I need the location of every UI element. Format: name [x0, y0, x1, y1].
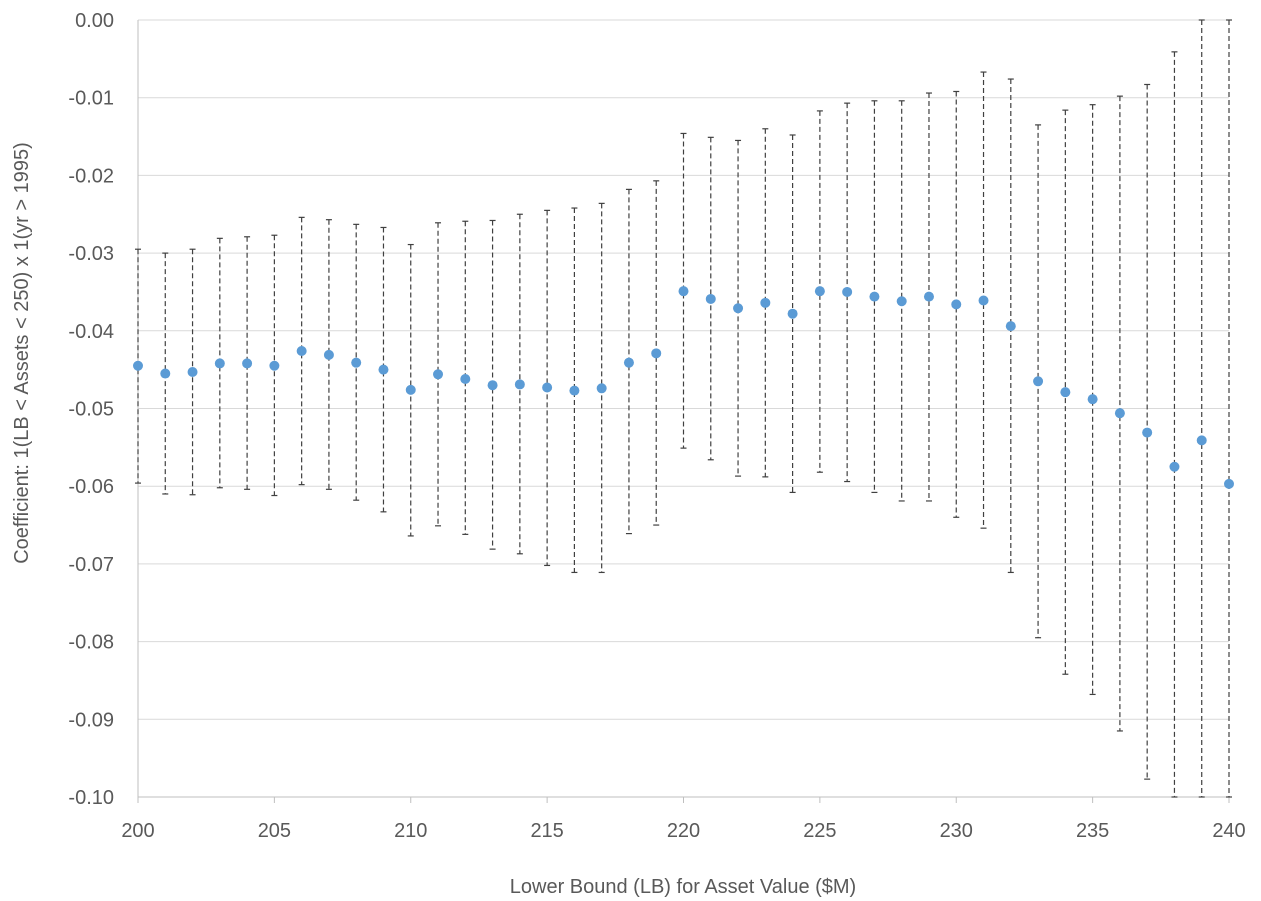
data-point — [951, 299, 962, 310]
x-tick-label: 210 — [394, 820, 427, 842]
data-point — [133, 360, 143, 371]
y-tick-label: -0.04 — [68, 321, 114, 343]
y-tick-label: -0.09 — [68, 709, 114, 731]
data-point — [842, 286, 853, 297]
y-tick-label: -0.10 — [68, 787, 114, 809]
data-point — [214, 358, 225, 369]
data-point — [814, 286, 825, 297]
data-point — [487, 380, 498, 391]
data-point — [596, 383, 607, 394]
data-point — [1087, 394, 1098, 405]
y-tick-label: 0.00 — [75, 10, 114, 32]
data-point — [296, 346, 307, 357]
y-axis-title: Coefficient: 1(LB < Assets < 250) x 1(yr… — [11, 142, 33, 564]
data-point — [460, 373, 471, 384]
data-point — [1196, 435, 1207, 446]
data-point — [160, 368, 171, 379]
data-point — [869, 291, 880, 302]
data-point — [705, 293, 716, 304]
axes — [137, 20, 1230, 803]
data-point — [978, 295, 989, 306]
x-tick-label: 215 — [530, 820, 563, 842]
x-tick-label: 240 — [1212, 820, 1245, 842]
data-point — [1060, 387, 1071, 398]
y-tick-label: -0.05 — [68, 399, 114, 421]
data-point — [351, 357, 362, 368]
data-point — [923, 291, 934, 302]
data-point — [542, 382, 553, 393]
data-point — [1142, 427, 1153, 438]
data-point — [733, 303, 744, 314]
x-axis-title: Lower Bound (LB) for Asset Value ($M) — [510, 876, 856, 898]
y-tick-label: -0.02 — [68, 165, 114, 187]
data-point — [651, 348, 662, 359]
data-point — [787, 308, 798, 319]
data-point — [269, 360, 280, 371]
y-tick-label: -0.07 — [68, 554, 114, 576]
data-point — [433, 369, 444, 380]
y-tick-label: -0.01 — [68, 88, 114, 110]
data-point — [242, 358, 253, 369]
tick-labels: 0.00 -0.01 -0.02 -0.03 -0.04 -0.05 -0.06 -0.07 -… — [68, 10, 1245, 842]
data-point — [678, 286, 689, 297]
data-point — [187, 366, 198, 377]
data-point — [760, 297, 771, 308]
data-point — [378, 364, 389, 375]
x-tick-label: 235 — [1076, 820, 1109, 842]
x-tick-label: 200 — [121, 820, 154, 842]
data-point — [1005, 321, 1016, 332]
x-tick-label: 205 — [258, 820, 291, 842]
data-point — [1114, 408, 1125, 419]
x-tick-label: 225 — [803, 820, 836, 842]
x-tick-label: 220 — [667, 820, 700, 842]
data-points — [133, 286, 1234, 489]
data-point — [1224, 478, 1234, 489]
data-point — [1033, 376, 1044, 387]
data-point — [405, 384, 416, 395]
y-tick-label: -0.03 — [68, 243, 114, 265]
data-point — [623, 357, 634, 368]
data-point — [514, 379, 525, 390]
y-tick-label: -0.08 — [68, 632, 114, 654]
data-point — [896, 296, 907, 307]
x-tick-label: 230 — [940, 820, 973, 842]
y-tick-label: -0.06 — [68, 476, 114, 498]
data-point — [1169, 461, 1180, 472]
data-point — [569, 385, 580, 396]
data-point — [323, 349, 334, 360]
